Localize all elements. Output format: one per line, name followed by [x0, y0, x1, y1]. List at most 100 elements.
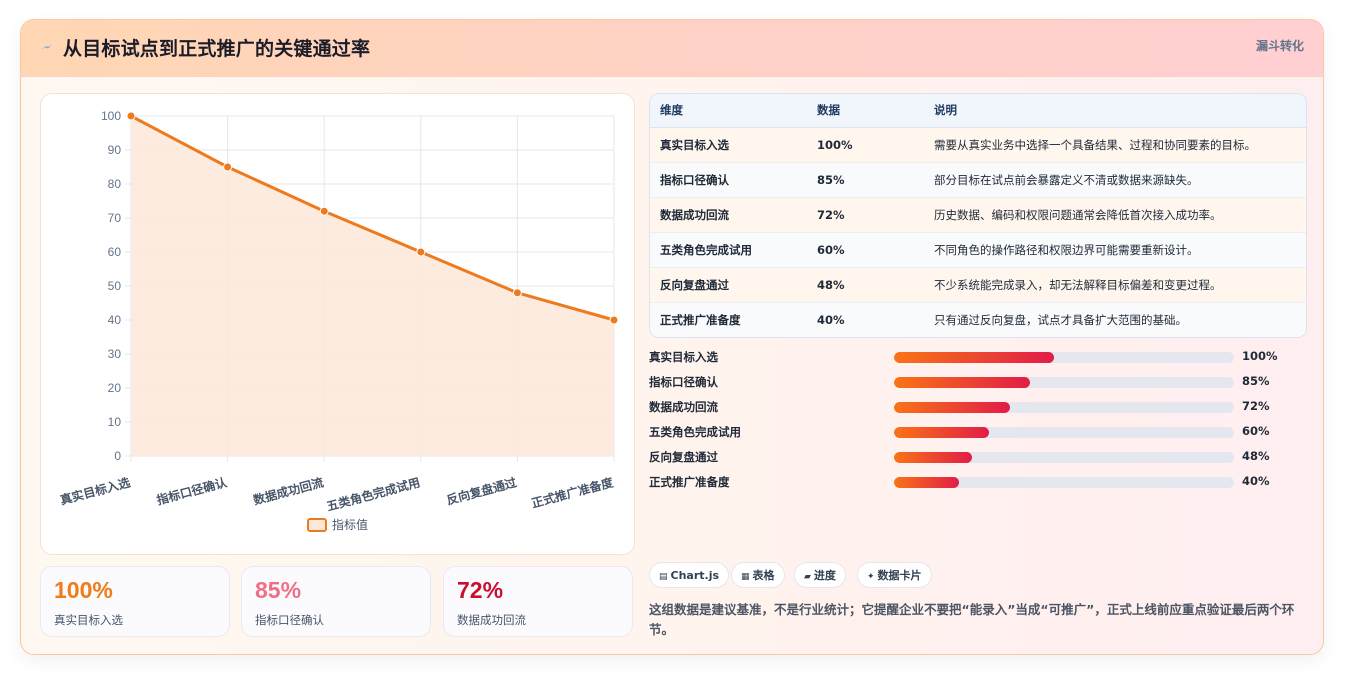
stat-card-2: 85% 指标口径确认 — [241, 566, 431, 637]
progress-track — [894, 377, 1234, 388]
cell-dimension: 五类角色完成试用 — [650, 231, 807, 267]
cell-value: 72% — [807, 196, 924, 232]
progress-percent: 85% — [1242, 374, 1270, 388]
progress-label: 正式推广准备度 — [649, 475, 730, 489]
chip-data-card[interactable]: ✦ 数据卡片 — [857, 562, 932, 588]
progress-fill — [894, 352, 1054, 363]
chip-chartjs[interactable]: ▤ Chart.js — [649, 562, 730, 588]
data-point — [223, 162, 233, 172]
progress-track — [894, 402, 1234, 413]
progress-track — [894, 427, 1234, 438]
y-tick-label: 0 — [114, 449, 121, 463]
x-tick-label: 正式推广准备度 — [530, 474, 616, 510]
progress-icon: ▰ — [804, 572, 811, 582]
x-tick-label: 反向复盘通过 — [445, 474, 518, 507]
cell-dimension: 指标口径确认 — [650, 161, 807, 197]
column-header: 数据 — [807, 94, 924, 128]
data-table: 维度 数据 说明 真实目标入选 100% 需要从真实业务中选择一个具备结果、过程… — [649, 93, 1307, 338]
progress-label: 反向复盘通过 — [649, 450, 718, 464]
progress-fill — [894, 427, 990, 438]
chart-svg: 0 10 20 30 40 50 60 70 80 90 100 真实目标入选 指标口径确认 数据成功回流… — [58, 109, 619, 532]
progress-percent: 60% — [1242, 424, 1270, 438]
y-tick-label: 30 — [108, 347, 122, 361]
cell-value: 100% — [807, 126, 924, 162]
column-header: 说明 — [924, 94, 1306, 128]
progress-fill — [894, 402, 1010, 413]
table-row: 正式推广准备度 40% 只有通过反向复盘，试点才具备扩大范围的基础。 — [650, 301, 1306, 337]
x-tick-label: 指标口径确认 — [155, 474, 229, 507]
stat-value: 100% — [54, 577, 113, 603]
stat-value: 85% — [255, 577, 302, 603]
y-tick-label: 70 — [108, 211, 122, 225]
progress-percent: 48% — [1242, 449, 1270, 463]
cell-value: 85% — [807, 161, 924, 197]
cell-description: 历史数据、编码和权限问题通常会降低首次接入成功率。 — [924, 196, 1306, 232]
cell-dimension: 真实目标入选 — [650, 126, 807, 162]
table-icon: ▦ — [741, 572, 750, 582]
progress-track — [894, 452, 1234, 463]
progress-fill — [894, 452, 973, 463]
y-tick-label: 20 — [108, 381, 122, 395]
column-header: 维度 — [650, 94, 807, 128]
chip-label: Chart.js — [670, 569, 720, 582]
card-header: 从目标试点到正式推广的关键通过率 漏斗转化 — [21, 20, 1323, 77]
chip-label: 进度 — [813, 569, 836, 582]
lightning-icon — [42, 45, 52, 49]
series-line — [130, 114, 615, 322]
progress-percent: 100% — [1242, 349, 1278, 363]
table-header-row: 维度 数据 说明 — [650, 94, 1306, 128]
progress-percent: 72% — [1242, 399, 1270, 413]
data-point — [512, 288, 522, 298]
legend-label: 指标值 — [332, 517, 368, 532]
progress-track — [894, 352, 1234, 363]
cell-dimension: 正式推广准备度 — [650, 301, 807, 337]
progress-fill — [894, 377, 1030, 388]
progress-row: 五类角色完成试用 60% — [649, 421, 1305, 446]
progress-label: 五类角色完成试用 — [649, 425, 741, 439]
cell-description: 需要从真实业务中选择一个具备结果、过程和协同要素的目标。 — [924, 126, 1306, 162]
legend-swatch — [307, 518, 327, 532]
progress-row: 反向复盘通过 48% — [649, 446, 1305, 471]
chip-table[interactable]: ▦ 表格 — [731, 562, 785, 588]
progress-label: 真实目标入选 — [649, 350, 718, 364]
cell-description: 部分目标在试点前会暴露定义不清或数据来源缺失。 — [924, 161, 1306, 197]
progress-fill — [894, 477, 959, 488]
data-point — [319, 206, 329, 216]
progress-row: 指标口径确认 85% — [649, 371, 1305, 396]
stat-card-3: 72% 数据成功回流 — [443, 566, 633, 637]
chip-progress[interactable]: ▰ 进度 — [794, 562, 846, 588]
progress-label: 数据成功回流 — [649, 400, 718, 414]
cell-value: 60% — [807, 231, 924, 267]
y-tick-label: 40 — [108, 313, 122, 327]
progress-label: 指标口径确认 — [649, 375, 718, 389]
progress-row: 数据成功回流 72% — [649, 396, 1305, 421]
cell-dimension: 反向复盘通过 — [650, 266, 807, 302]
cell-value: 40% — [807, 301, 924, 337]
table-row: 真实目标入选 100% 需要从真实业务中选择一个具备结果、过程和协同要素的目标。 — [650, 126, 1306, 162]
data-point — [609, 315, 619, 325]
y-tick-label: 100 — [101, 109, 121, 123]
cell-value: 48% — [807, 266, 924, 302]
progress-track — [894, 477, 1234, 488]
y-tick-label: 60 — [108, 245, 122, 259]
table-row: 数据成功回流 72% 历史数据、编码和权限问题通常会降低首次接入成功率。 — [650, 196, 1306, 232]
stat-value: 72% — [457, 577, 504, 603]
x-tick-label: 五类角色完成试用 — [325, 474, 422, 513]
data-point — [126, 111, 136, 121]
x-tick-label: 真实目标入选 — [58, 474, 131, 507]
chip-label: 数据卡片 — [877, 569, 922, 582]
stat-label: 数据成功回流 — [457, 613, 526, 627]
cell-description: 只有通过反向复盘，试点才具备扩大范围的基础。 — [924, 301, 1306, 337]
progress-row: 正式推广准备度 40% — [649, 471, 1305, 496]
cell-description: 不同角色的操作路径和权限边界可能需要重新设计。 — [924, 231, 1306, 267]
card-title: 从目标试点到正式推广的关键通过率 — [63, 38, 371, 60]
data-point — [416, 247, 426, 257]
y-tick-label: 90 — [108, 143, 122, 157]
cell-dimension: 数据成功回流 — [650, 196, 807, 232]
card-tag: 漏斗转化 — [1255, 39, 1304, 53]
stat-card-1: 100% 真实目标入选 — [40, 566, 230, 637]
sparkle-icon: ✦ — [867, 572, 875, 582]
footnote: 这组数据是建议基准，不是行业统计；它提醒企业不要把“能录入”当成“可推广”，正式… — [649, 602, 1295, 637]
progress-row: 真实目标入选 100% — [649, 346, 1305, 371]
line-chart: 0 10 20 30 40 50 60 70 80 90 100 真实目标入选 指标口径确认 数据成功回流… — [40, 93, 635, 555]
